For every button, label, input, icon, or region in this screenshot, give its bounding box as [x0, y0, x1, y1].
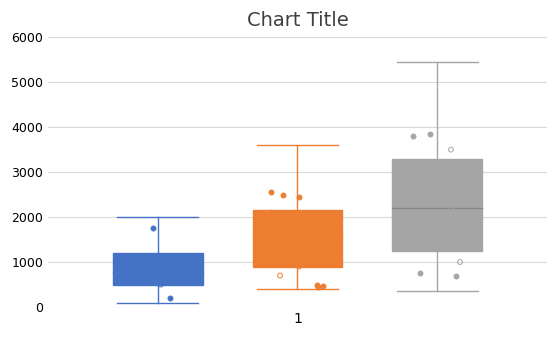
Point — [296, 259, 305, 265]
Bar — [113, 253, 203, 284]
Point — [149, 226, 158, 231]
Point — [313, 284, 322, 289]
Point — [151, 257, 160, 263]
Point — [446, 147, 455, 152]
Point — [129, 268, 138, 274]
Point — [415, 271, 424, 276]
Point — [284, 246, 293, 251]
Point — [455, 183, 464, 188]
Point — [278, 192, 287, 197]
Point — [447, 206, 456, 211]
Point — [321, 219, 330, 224]
Point — [425, 131, 434, 136]
Point — [419, 237, 428, 242]
Point — [135, 266, 144, 272]
Title: Chart Title: Chart Title — [247, 11, 348, 30]
Point — [124, 259, 133, 265]
Point — [313, 282, 322, 288]
Point — [154, 275, 163, 280]
Point — [150, 262, 158, 267]
Point — [297, 214, 306, 220]
Bar — [253, 210, 343, 267]
Point — [156, 282, 165, 287]
Point — [272, 228, 281, 233]
Point — [318, 283, 327, 288]
Point — [305, 233, 314, 238]
Point — [276, 273, 285, 278]
Point — [264, 255, 273, 260]
Point — [416, 165, 425, 170]
Point — [178, 271, 187, 276]
Bar — [392, 159, 482, 251]
Point — [140, 277, 149, 283]
Point — [125, 264, 134, 269]
Point — [266, 223, 275, 229]
Point — [448, 170, 456, 175]
Point — [449, 219, 458, 224]
Point — [408, 133, 417, 139]
Point — [166, 280, 175, 285]
Point — [430, 214, 439, 220]
Point — [267, 190, 276, 195]
Point — [266, 210, 275, 215]
Point — [406, 228, 415, 233]
Point — [295, 264, 304, 269]
Point — [165, 295, 174, 301]
Point — [451, 273, 460, 278]
Point — [450, 178, 459, 184]
Point — [455, 259, 464, 265]
Point — [295, 194, 304, 200]
Point — [276, 237, 285, 242]
Point — [178, 273, 187, 278]
Point — [435, 210, 444, 215]
